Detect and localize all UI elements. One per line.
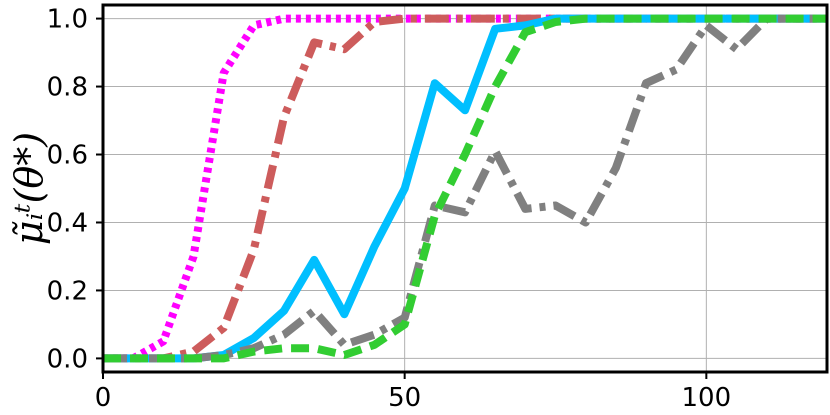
y-tick-label: 0.8 — [47, 73, 88, 103]
ticks: 0 50 100 0.0 0.2 0.4 0.6 0.8 1.0 — [47, 5, 732, 413]
series-group — [103, 14, 827, 363]
series-line-3 — [103, 14, 827, 363]
y-tick-label: 0.0 — [47, 344, 88, 374]
grid — [102, 5, 827, 372]
y-tick-label: 0.4 — [47, 208, 88, 238]
y-tick-label: 0.2 — [47, 276, 88, 306]
y-axis-label: μ̃ᵢᵗ(θ*) — [7, 132, 51, 245]
y-tick-label: 0.6 — [47, 141, 88, 171]
series-line-1 — [103, 14, 827, 363]
series-line-4 — [103, 14, 827, 363]
x-tick-label: 100 — [682, 383, 732, 413]
plot-frame — [101, 3, 829, 374]
series-line-5 — [103, 14, 827, 363]
y-tick-label: 1.0 — [47, 5, 88, 35]
series-line-2 — [103, 14, 827, 363]
x-tick-label: 0 — [95, 383, 112, 413]
x-tick-label: 50 — [388, 383, 421, 413]
